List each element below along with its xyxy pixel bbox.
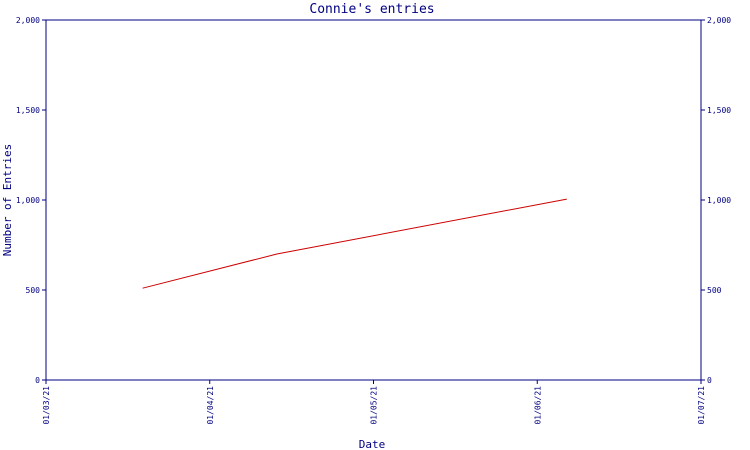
series-layer	[142, 198, 567, 289]
chart-title: Connie's entries	[309, 2, 434, 17]
y-axis-ticks: 0 0 500 500 1,000 1,000 1,500 1,500 2,000 2,000	[16, 16, 731, 385]
y-tick-label-right: 500	[707, 286, 722, 295]
y-tick-label-right: 1,500	[707, 106, 731, 115]
x-tick-label: 01/07/21	[697, 386, 706, 425]
y-axis-title: Number of Entries	[1, 144, 14, 257]
x-tick-label: 01/05/21	[370, 386, 379, 425]
x-axis-title: Date	[359, 438, 386, 450]
y-tick-label-right: 0	[707, 376, 712, 385]
x-tick-label: 01/04/21	[206, 386, 215, 425]
x-axis-ticks: 01/03/21 01/04/21 01/05/21 01/06/21 01/07/21	[42, 380, 706, 425]
x-tick-label: 01/06/21	[533, 386, 542, 425]
y-tick-label-left: 1,500	[16, 106, 40, 115]
series-line	[142, 198, 567, 289]
y-tick-label-left: 0	[35, 376, 40, 385]
y-tick-label-left: 1,000	[16, 196, 40, 205]
x-tick-label: 01/03/21	[42, 386, 51, 425]
y-tick-label-left: 500	[26, 286, 41, 295]
plot-frame	[45, 19, 702, 381]
y-tick-label-right: 1,000	[707, 196, 731, 205]
y-tick-label-right: 2,000	[707, 16, 731, 25]
y-tick-label-left: 2,000	[16, 16, 40, 25]
